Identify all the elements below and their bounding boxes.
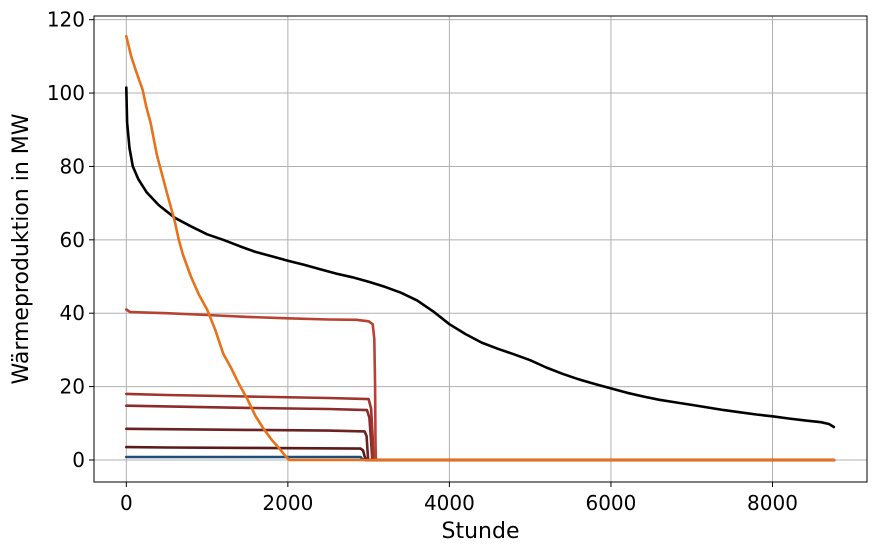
series-line-4	[125, 404, 836, 462]
x-tick-label: 6000	[585, 491, 636, 515]
series-line-7	[125, 86, 836, 429]
series-line-5	[125, 392, 836, 462]
y-tick-label: 120	[47, 8, 85, 32]
x-axis-label: Stunde	[442, 519, 520, 544]
series-group	[125, 34, 836, 462]
x-tick-label: 8000	[747, 491, 798, 515]
x-tick-label: 0	[120, 491, 133, 515]
y-tick-label: 60	[60, 228, 85, 252]
series-line-3	[125, 427, 836, 462]
y-tick-label: 100	[47, 81, 85, 105]
y-axis-label: Wärmeproduktion in MW	[9, 113, 34, 384]
y-tick-label: 40	[60, 301, 85, 325]
series-line-6	[125, 308, 836, 462]
x-tick-label: 4000	[424, 491, 475, 515]
x-tick-label: 2000	[262, 491, 313, 515]
x-axis: 0 2000 4000 6000 8000	[120, 482, 798, 515]
plot-frame	[93, 15, 868, 483]
series-line-8	[125, 34, 836, 462]
y-tick-label: 0	[72, 448, 85, 472]
y-axis: 0 20 40 60 80 100 120	[47, 8, 94, 472]
grid	[94, 16, 867, 482]
y-tick-label: 80	[60, 154, 85, 178]
y-tick-label: 20	[60, 375, 85, 399]
